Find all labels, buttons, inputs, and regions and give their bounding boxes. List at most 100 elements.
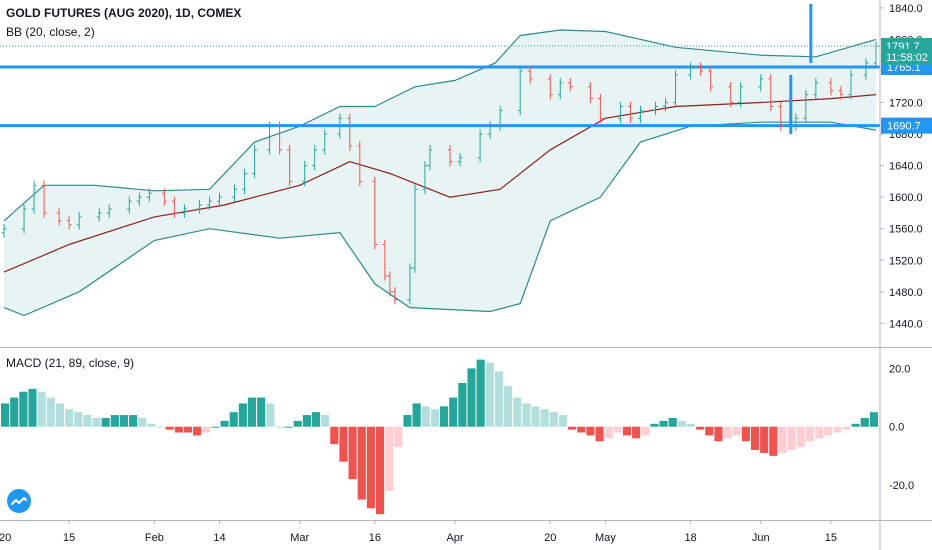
ohlc-bar: [477, 129, 483, 163]
ohlc-bar: [627, 101, 633, 124]
macd-bar: [257, 397, 266, 427]
macd-histogram: [1, 359, 878, 515]
macd-bar: [805, 426, 814, 442]
ohlc-bar: [407, 263, 413, 305]
macd-bar: [522, 403, 531, 427]
ohlc-bar: [216, 192, 222, 206]
macd-bar: [138, 417, 147, 427]
macd-bar: [467, 368, 476, 427]
ohlc-bar: [171, 196, 177, 218]
ohlc-bar: [813, 78, 819, 100]
macd-bar: [430, 409, 439, 427]
ohlc-bar: [427, 145, 433, 171]
macd-bar: [202, 426, 211, 433]
macd-bar: [156, 426, 165, 428]
ohlc-bar: [793, 113, 799, 131]
ohlc-bar: [146, 188, 152, 202]
macd-tick-label: 20.0: [889, 363, 910, 375]
ohlc-bar: [96, 208, 102, 222]
ohlc-bar: [337, 113, 343, 139]
macd-bar: [851, 423, 860, 427]
macd-bar: [348, 426, 357, 480]
macd-bar: [174, 426, 183, 433]
macd-bar: [83, 415, 92, 427]
ohlc-bar: [637, 105, 643, 124]
macd-bar: [366, 426, 375, 509]
ohlc-bar: [357, 141, 363, 187]
price-tick-label: 1520.0: [889, 255, 923, 267]
macd-bar: [357, 426, 366, 500]
ohlc-bar: [126, 196, 132, 214]
macd-bar: [842, 426, 851, 430]
macd-bar: [677, 420, 686, 427]
ohlc-bar: [181, 204, 187, 218]
ohlc-bar: [196, 200, 202, 214]
macd-bar: [513, 397, 522, 427]
ohlc-bar: [778, 101, 784, 131]
ohlc-bar: [322, 129, 328, 155]
bollinger-bands: [3, 29, 877, 317]
ohlc-bar: [587, 82, 593, 104]
macd-bar: [247, 397, 257, 427]
ohlc-bar: [547, 74, 553, 100]
macd-bar: [55, 403, 65, 427]
ohlc-bar: [302, 160, 308, 187]
ohlc-bar: [803, 89, 809, 124]
horizontal-lines[interactable]: [0, 45, 880, 128]
ohlc-bar: [838, 85, 844, 100]
ohlc-bar: [412, 184, 418, 273]
ohlc-bar: [517, 66, 523, 116]
ohlc-bar: [392, 287, 398, 305]
macd-bar: [796, 426, 805, 448]
macd-bar: [714, 426, 723, 442]
price-tick-label: 1720.0: [889, 98, 923, 110]
macd-bar: [686, 423, 696, 427]
ohlc-bar: [422, 160, 428, 195]
macd-bar: [760, 426, 769, 453]
macd-bar: [476, 359, 485, 427]
time-tick-label: 2020: [0, 532, 11, 544]
bb-indicator-label[interactable]: BB (20, close, 2): [6, 25, 95, 39]
macd-bar: [119, 415, 129, 427]
price-tick-label: 1480.0: [889, 287, 923, 299]
macd-bar: [650, 423, 659, 427]
time-tick-label: Mar: [290, 532, 309, 544]
macd-bar: [458, 382, 467, 427]
price-tick-label: 1640.0: [889, 161, 923, 173]
macd-bar: [540, 409, 549, 427]
time-tick-label: 18: [684, 532, 696, 544]
tradingview-logo-icon[interactable]: [7, 489, 31, 513]
price-bars: [1, 41, 879, 305]
macd-bar: [193, 426, 202, 436]
ohlc-bar: [252, 145, 258, 179]
ohlc-bar: [21, 204, 27, 234]
ohlc-bar: [758, 74, 764, 92]
macd-bar: [705, 426, 714, 436]
vertical-markers[interactable]: [789, 3, 813, 135]
horizontal-line-label-bg: [881, 117, 932, 134]
horizontal-line-label: 1765.1: [887, 62, 921, 74]
time-tick-label: 20: [544, 532, 556, 544]
macd-bar: [19, 391, 28, 427]
macd-bar: [787, 426, 796, 451]
macd-bar: [641, 426, 650, 436]
ohlc-bar: [387, 271, 393, 297]
macd-bar: [622, 426, 632, 436]
macd-bar: [732, 426, 741, 436]
time-tick-label: 15: [825, 532, 837, 544]
macd-bar: [92, 417, 101, 427]
ohlc-bar: [688, 62, 694, 80]
macd-bar: [110, 415, 119, 427]
macd-bar: [814, 426, 824, 439]
macd-bar: [339, 426, 348, 462]
macd-bar: [129, 415, 138, 427]
macd-bar: [321, 415, 330, 427]
bollinger-upper-line: [3, 29, 877, 222]
macd-bar: [10, 397, 19, 427]
macd-bar: [549, 412, 558, 427]
macd-indicator-label[interactable]: MACD (21, 89, close, 9): [6, 356, 135, 370]
ohlc-bar: [312, 145, 318, 171]
price-tick-label: 1840.0: [889, 3, 923, 15]
